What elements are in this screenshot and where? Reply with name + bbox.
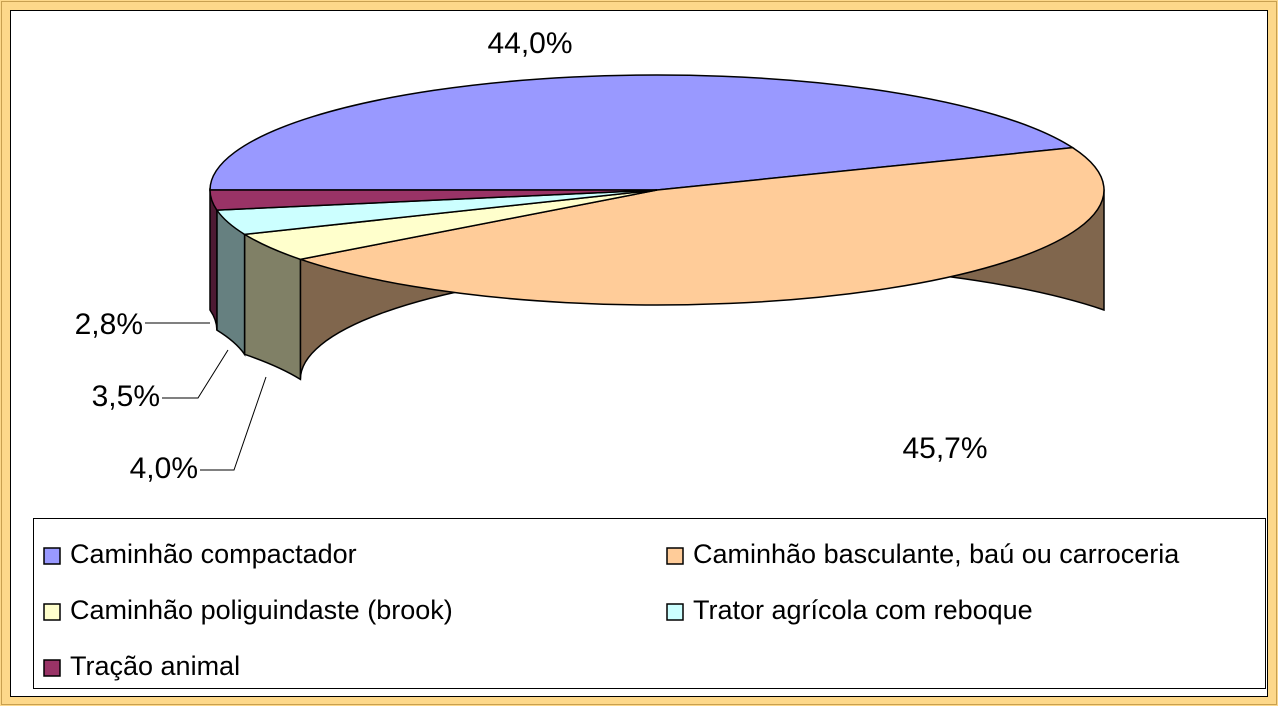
slice [209, 189, 658, 211]
legend-swatch [666, 603, 684, 621]
leader-line [200, 376, 267, 471]
legend-label: Trator agrícola com reboque [693, 595, 1033, 625]
legend-swatch [43, 547, 61, 565]
slice [209, 74, 1075, 191]
data-label: 3,5% [92, 380, 160, 413]
data-label: 44,0% [487, 27, 572, 60]
legend-label: Caminhão poliguindaste (brook) [70, 595, 453, 625]
slice [297, 146, 1105, 306]
data-label: 45,7% [902, 432, 987, 465]
slice-side [209, 187, 218, 331]
legend-label: Caminhão compactador [70, 539, 357, 569]
legend-label: Caminhão basculante, baú ou carroceria [693, 539, 1180, 569]
legend-box [33, 518, 1266, 689]
legend-swatch [43, 603, 61, 621]
legend-swatch [666, 547, 684, 565]
legend-swatch [43, 659, 61, 677]
data-label: 2,8% [75, 308, 143, 341]
leader-line [162, 349, 229, 399]
legend-label: Tração animal [70, 651, 240, 681]
leader-lines [145, 322, 267, 471]
data-label: 4,0% [130, 452, 198, 485]
